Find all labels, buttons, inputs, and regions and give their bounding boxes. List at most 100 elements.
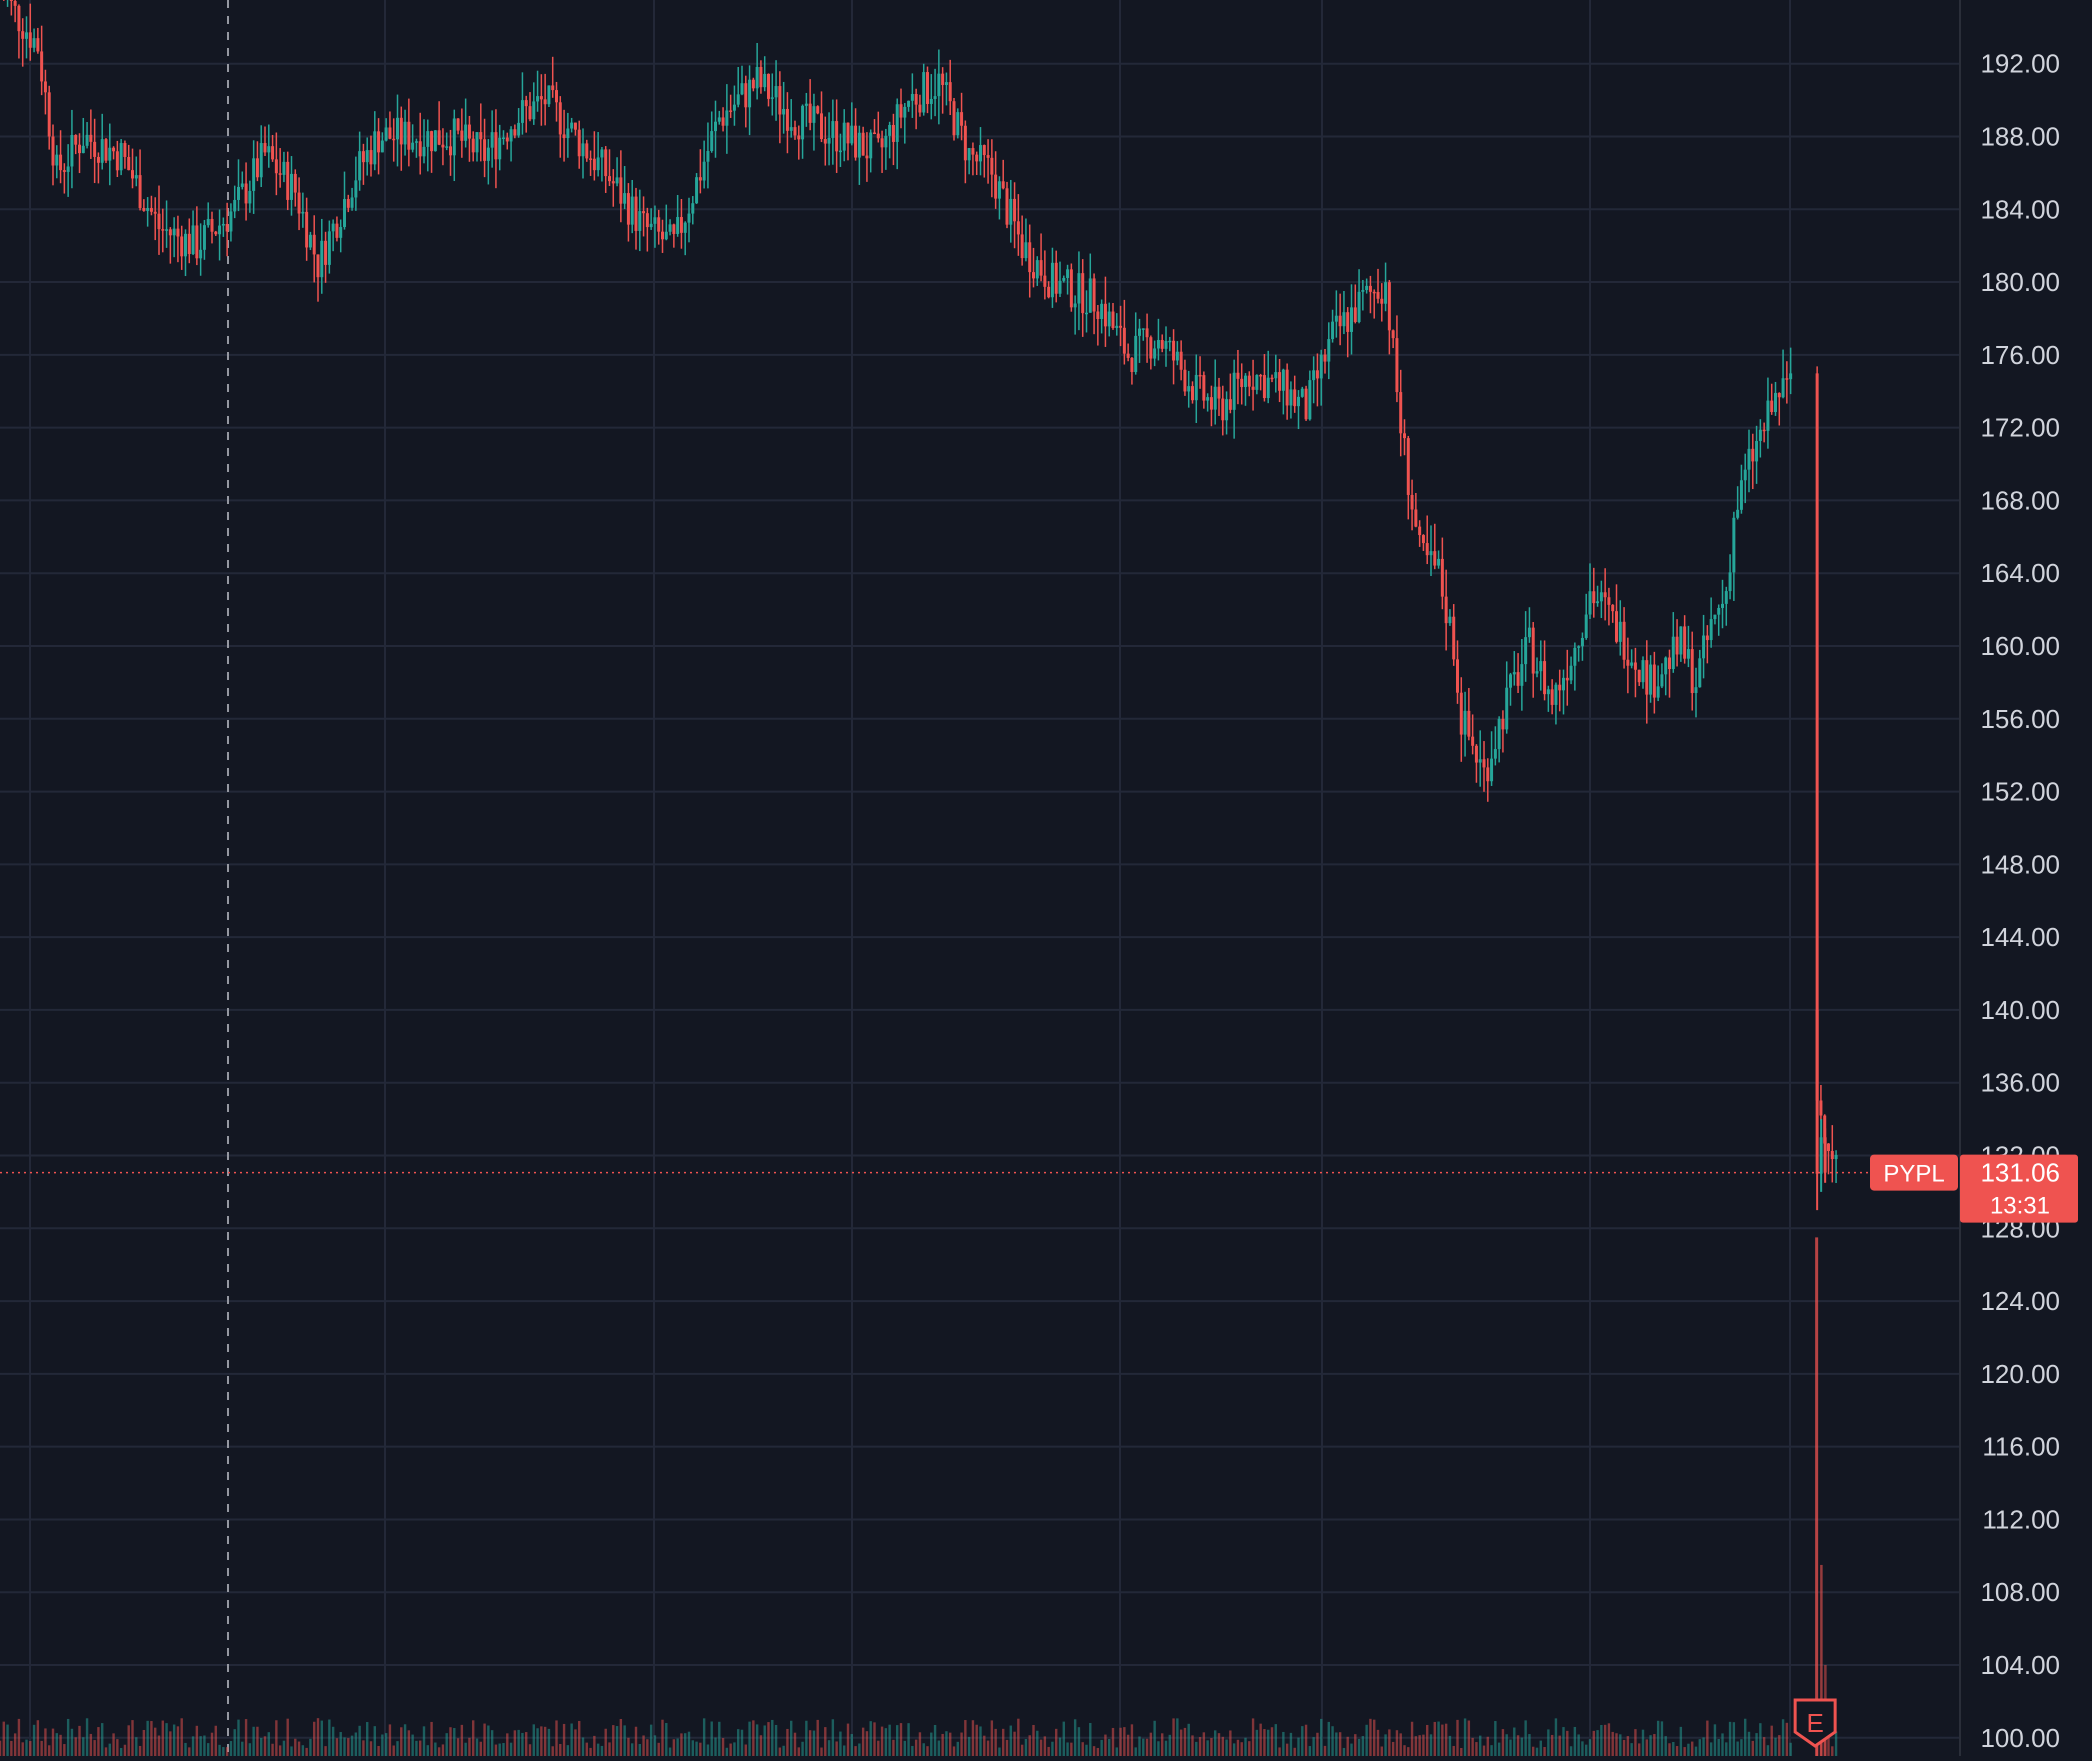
volume-bar	[827, 1740, 831, 1756]
candle-body	[1013, 198, 1017, 222]
volume-bar	[1702, 1737, 1705, 1756]
candle-body	[418, 141, 422, 157]
volume-bar	[32, 1724, 36, 1756]
candle-body	[691, 203, 695, 214]
candle-body	[797, 135, 801, 140]
candle-body	[70, 134, 74, 167]
candle-body	[490, 132, 494, 148]
volume-bar	[119, 1747, 123, 1756]
volume-bar	[1516, 1735, 1520, 1756]
candle-body	[210, 218, 214, 232]
volume-bar	[422, 1726, 426, 1756]
candle-body	[1308, 380, 1312, 420]
candle-body	[1403, 433, 1406, 439]
candle-body	[1418, 526, 1422, 536]
volume-bar	[771, 1719, 774, 1756]
volume-bar	[1263, 1729, 1266, 1756]
volume-bar	[1202, 1732, 1206, 1756]
volume-bar	[835, 1741, 838, 1756]
candle-body	[1103, 303, 1107, 327]
candle-body	[127, 156, 131, 171]
volume-bar	[297, 1741, 301, 1756]
candle-body	[592, 158, 596, 171]
candle-body	[452, 118, 456, 156]
candle-body	[1149, 337, 1153, 359]
volume-bar	[1524, 1720, 1527, 1756]
candle-body	[1315, 370, 1319, 379]
volume-bar	[710, 1721, 713, 1756]
candle-body	[922, 72, 926, 113]
volume-bar	[1672, 1741, 1675, 1756]
candle-body	[1509, 674, 1512, 688]
volume-bar	[93, 1740, 96, 1756]
candle-body	[146, 208, 150, 211]
candle-body	[873, 132, 876, 135]
candle-body	[81, 145, 85, 154]
volume-bar	[1376, 1729, 1380, 1756]
price-tick-label: 164.00	[1980, 558, 2060, 588]
candle-body	[165, 229, 169, 231]
volume-bar	[1751, 1740, 1754, 1756]
candle-body	[1512, 672, 1516, 675]
candle-body	[1562, 677, 1565, 691]
candle-body	[1376, 292, 1380, 299]
candle-body	[502, 137, 505, 140]
volume-bar	[214, 1725, 217, 1756]
candle-body	[539, 96, 543, 100]
volume-bar	[135, 1737, 138, 1756]
volume-bar	[657, 1742, 660, 1756]
price-tick-label: 104.00	[1980, 1650, 2060, 1680]
volume-bar	[44, 1728, 47, 1756]
volume-bar	[1728, 1721, 1732, 1756]
volume-bar	[960, 1732, 963, 1756]
volume-bar	[786, 1728, 789, 1756]
candle-body	[513, 129, 517, 136]
volume-bar	[1645, 1739, 1648, 1756]
candle-body	[1543, 661, 1547, 695]
volume-bar	[1244, 1737, 1247, 1756]
volume-bar	[494, 1744, 498, 1756]
candle-body	[653, 217, 657, 224]
candle-body	[1262, 375, 1266, 399]
volume-bar	[1630, 1743, 1633, 1756]
volume-bar	[1497, 1742, 1501, 1756]
volume-bar	[1562, 1727, 1565, 1756]
volume-bar	[1293, 1747, 1296, 1756]
volume-bar	[1501, 1729, 1505, 1756]
volume-bar	[483, 1723, 486, 1756]
earnings-badge[interactable]	[1793, 1698, 1837, 1748]
candle-body	[28, 32, 32, 48]
volume-bar	[1441, 1724, 1444, 1756]
candle-body	[112, 147, 116, 152]
volume-bar	[430, 1721, 433, 1756]
volume-bar	[926, 1746, 929, 1756]
candle-body	[1758, 429, 1762, 442]
volume-bar	[733, 1742, 736, 1756]
candle-body	[634, 196, 638, 231]
candle-body	[1156, 340, 1160, 349]
candle-body	[532, 101, 536, 120]
candle-body	[782, 108, 786, 115]
candle-body	[32, 38, 36, 48]
candle-body	[937, 73, 941, 97]
candle-body	[623, 193, 627, 204]
volume-bar	[59, 1734, 62, 1756]
candle-body	[903, 106, 907, 118]
candle-body	[312, 234, 316, 255]
candle-body	[536, 96, 540, 102]
volume-bar	[861, 1727, 865, 1756]
volume-bar	[986, 1740, 990, 1756]
volume-bar	[434, 1742, 437, 1756]
volume-bar	[354, 1732, 358, 1756]
volume-bar	[1755, 1733, 1758, 1756]
candle-body	[1815, 1009, 1819, 1174]
volume-bar	[1785, 1722, 1789, 1756]
price-tick-label: 120.00	[1980, 1359, 2060, 1389]
volume-bar	[1123, 1727, 1126, 1756]
candle-body	[1721, 603, 1724, 608]
candle-body	[62, 170, 66, 172]
candle-body	[335, 223, 339, 238]
candle-body	[1092, 278, 1096, 312]
